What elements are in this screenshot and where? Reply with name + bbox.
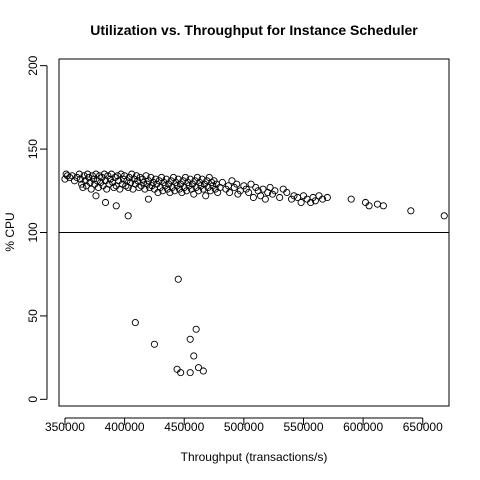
- data-point: [105, 180, 113, 188]
- chart-title: Utilization vs. Throughput for Instance …: [90, 22, 418, 38]
- data-point: [407, 207, 415, 215]
- y-tick-label: 150: [26, 139, 40, 159]
- data-point: [194, 364, 203, 372]
- x-axis: 350000 400000 450000 500000 550000 600000 6500…: [45, 417, 443, 434]
- data-point: [100, 170, 108, 178]
- data-point: [124, 212, 132, 220]
- x-axis-title: Throughput (transactions/s): [181, 450, 328, 464]
- data-point: [92, 192, 100, 200]
- points-layer: [61, 170, 448, 377]
- data-point: [85, 173, 93, 181]
- data-point: [199, 367, 207, 375]
- data-point: [283, 188, 291, 197]
- x-tick-label: 600000: [343, 420, 383, 434]
- data-point: [173, 365, 181, 373]
- data-point: [311, 197, 319, 205]
- data-point: [279, 185, 287, 193]
- data-point: [226, 188, 234, 197]
- data-point: [303, 195, 311, 203]
- data-point: [132, 172, 141, 180]
- data-point: [347, 195, 355, 203]
- data-point: [299, 192, 308, 200]
- x-tick-label: 650000: [403, 420, 443, 434]
- data-point: [319, 195, 327, 203]
- data-point: [245, 188, 253, 197]
- data-point: [101, 198, 110, 207]
- data-point: [218, 178, 226, 187]
- x-tick-label: 500000: [224, 420, 264, 434]
- y-tick-label: 50: [26, 309, 40, 323]
- data-point: [177, 369, 185, 377]
- data-point: [112, 202, 120, 210]
- data-point: [186, 369, 194, 377]
- data-point: [118, 180, 126, 188]
- data-point: [202, 192, 210, 200]
- y-axis-title: % CPU: [3, 212, 17, 251]
- data-point: [174, 275, 182, 283]
- data-point: [186, 335, 194, 343]
- data-point: [228, 177, 236, 185]
- data-point: [140, 178, 148, 187]
- data-point: [276, 193, 284, 202]
- data-point: [190, 190, 198, 198]
- data-point: [150, 340, 158, 348]
- data-point: [261, 195, 269, 203]
- data-point: [361, 198, 370, 207]
- data-point: [440, 212, 448, 220]
- data-point: [87, 185, 95, 193]
- data-point: [131, 319, 139, 327]
- data-point: [290, 192, 298, 200]
- data-point: [379, 202, 387, 210]
- data-point: [259, 185, 267, 193]
- data-point: [373, 200, 381, 208]
- y-tick-label: 100: [26, 222, 40, 242]
- data-point: [271, 187, 279, 195]
- y-tick-label: 0: [26, 396, 40, 403]
- data-point: [199, 185, 207, 193]
- x-tick-label: 400000: [105, 420, 145, 434]
- data-point: [84, 170, 92, 178]
- data-point: [266, 183, 274, 192]
- x-tick-label: 350000: [45, 420, 85, 434]
- data-point: [144, 195, 152, 203]
- data-point: [315, 192, 323, 200]
- x-tick-label: 450000: [164, 420, 204, 434]
- data-point: [75, 170, 83, 178]
- y-axis: 0 50 100 150 200: [26, 55, 48, 403]
- data-point: [249, 193, 257, 202]
- x-tick-label: 550000: [283, 420, 323, 434]
- data-point: [79, 183, 87, 192]
- data-point: [190, 352, 198, 360]
- data-point: [113, 172, 121, 180]
- data-point: [233, 180, 241, 188]
- data-point: [192, 325, 200, 333]
- data-point: [88, 172, 96, 180]
- data-point: [297, 198, 305, 207]
- data-point: [247, 180, 255, 188]
- data-point: [80, 172, 88, 180]
- data-point: [92, 170, 100, 178]
- data-point: [365, 202, 373, 210]
- y-tick-label: 200: [26, 55, 40, 75]
- data-point: [257, 192, 265, 200]
- data-point: [323, 193, 331, 202]
